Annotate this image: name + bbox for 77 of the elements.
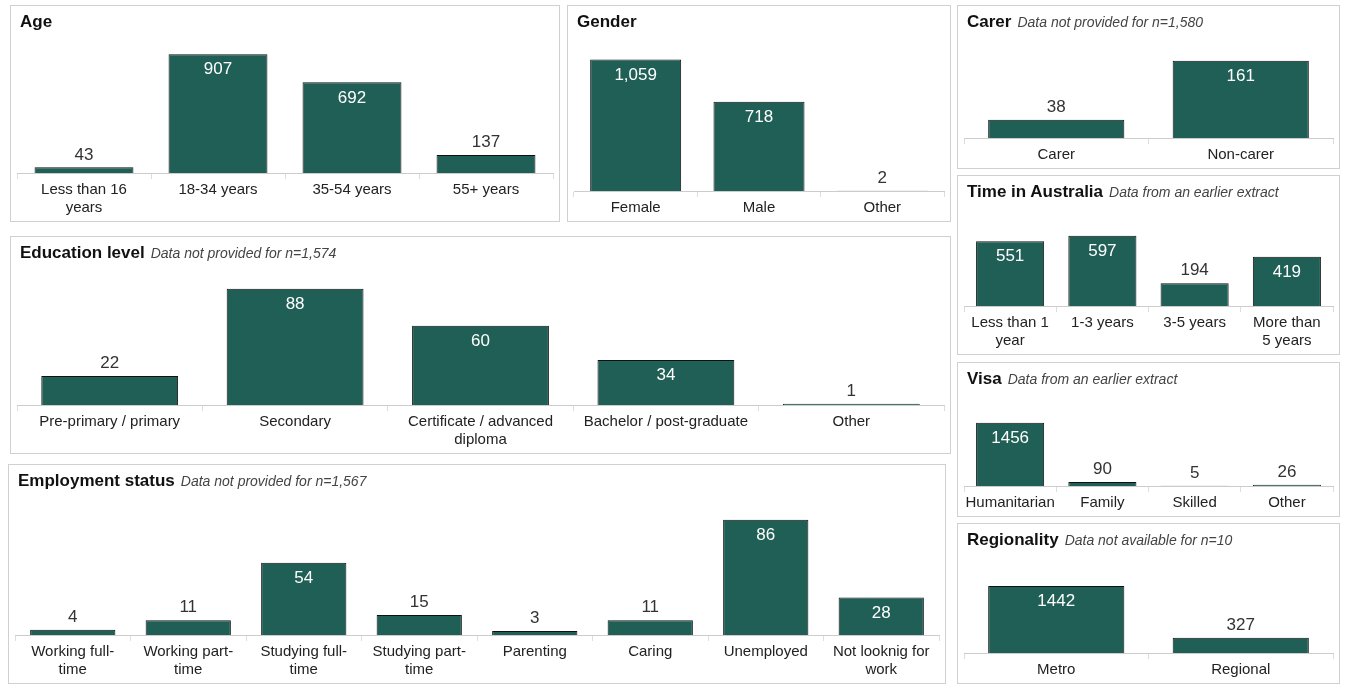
data-label: 3 [530,608,540,628]
chart-subtitle: Data from an earlier extract [1007,371,1178,387]
chart-subtitle: Data not provided for n=1,567 [180,473,367,489]
x-tick-label: Working full-time [31,642,115,678]
chart-title: Regionality [967,530,1059,549]
chart-subtitle: Data from an earlier extract [1109,184,1279,200]
x-tick-label: 18-34 years [178,180,258,198]
x-tick-label: 35-54 years [312,180,392,198]
data-label: 38 [1046,96,1066,116]
data-label: 718 [744,107,774,127]
x-tick-label: Pre-primary / primary [39,412,181,430]
data-label: 1456 [991,427,1030,447]
data-label: 5 [1189,462,1200,482]
x-tick-label: Less than 16 years [41,180,127,216]
data-label: 15 [409,592,429,612]
chart-subtitle: Data not provided for n=1,574 [150,245,337,261]
x-tick-label: Non-carer [1207,145,1275,163]
data-label: 86 [756,524,776,544]
data-label: 597 [1088,241,1117,261]
x-tick-label: Caring [628,642,673,660]
x-tick-label: Not looknig for work [832,642,930,678]
data-label: 1,059 [614,64,657,84]
x-tick-label: Studying part-time [372,642,466,678]
data-label: 26 [1277,462,1297,482]
x-tick-label: Other [832,412,871,430]
data-label: 43 [74,144,94,164]
x-tick-label: 3-5 years [1163,313,1226,331]
x-tick-label: Parenting [502,642,567,660]
x-tick-label: Male [742,198,776,216]
chart-title: Visa [967,369,1002,388]
data-label: 1 [846,380,857,400]
data-label: 327 [1226,614,1255,634]
chart-title: Age [20,12,53,31]
data-label: 28 [871,602,891,622]
x-tick-label: Other [1268,493,1306,511]
data-label: 90 [1092,459,1112,479]
x-tick-label: Studying full-time [260,642,348,678]
x-tick-label: Metro [1037,660,1076,678]
x-tick-label: Secondary [259,412,332,430]
x-tick-label: Bachelor / post-graduate [583,412,749,430]
chart-title: Gender [577,12,637,31]
x-tick-label: Unemployed [723,642,808,660]
x-tick-label: More than 5 years [1253,313,1321,349]
chart-title: Time in Australia [967,182,1104,201]
x-tick-label: Humanitarian [965,493,1055,511]
data-label: 11 [179,597,198,617]
x-tick-label: Female [610,198,661,216]
chart-title: Employment status [18,471,175,490]
data-label: 419 [1272,261,1302,281]
data-label: 4 [68,606,78,626]
x-tick-label: Skilled [1172,493,1217,511]
chart-title: Carer [967,12,1012,31]
x-tick-label: Working part-time [143,642,234,678]
x-tick-label: 55+ years [452,180,520,198]
data-label: 1442 [1037,591,1076,611]
data-label: 2 [877,167,888,187]
data-label: 34 [656,365,676,385]
data-label: 692 [337,87,367,107]
x-tick-label: Other [863,198,902,216]
data-label: 22 [100,353,120,373]
data-label: 88 [285,294,305,314]
data-label: 161 [1226,65,1255,85]
x-tick-label: Family [1080,493,1125,511]
chart-title: Education level [20,243,145,262]
data-label: 907 [203,59,233,79]
data-label: 54 [294,567,314,587]
x-tick-label: 1-3 years [1071,313,1134,331]
data-label: 551 [995,246,1025,266]
data-label: 137 [471,132,501,152]
data-label: 11 [641,597,660,617]
x-tick-label: Certificate / advanced diploma [407,412,554,448]
data-label: 60 [471,330,490,350]
x-tick-label: Less than 1 year [971,313,1049,349]
chart-subtitle: Data not available for n=10 [1064,532,1233,548]
data-label: 194 [1180,260,1209,280]
chart-subtitle: Data not provided for n=1,580 [1017,14,1204,30]
x-tick-label: Regional [1211,660,1271,678]
